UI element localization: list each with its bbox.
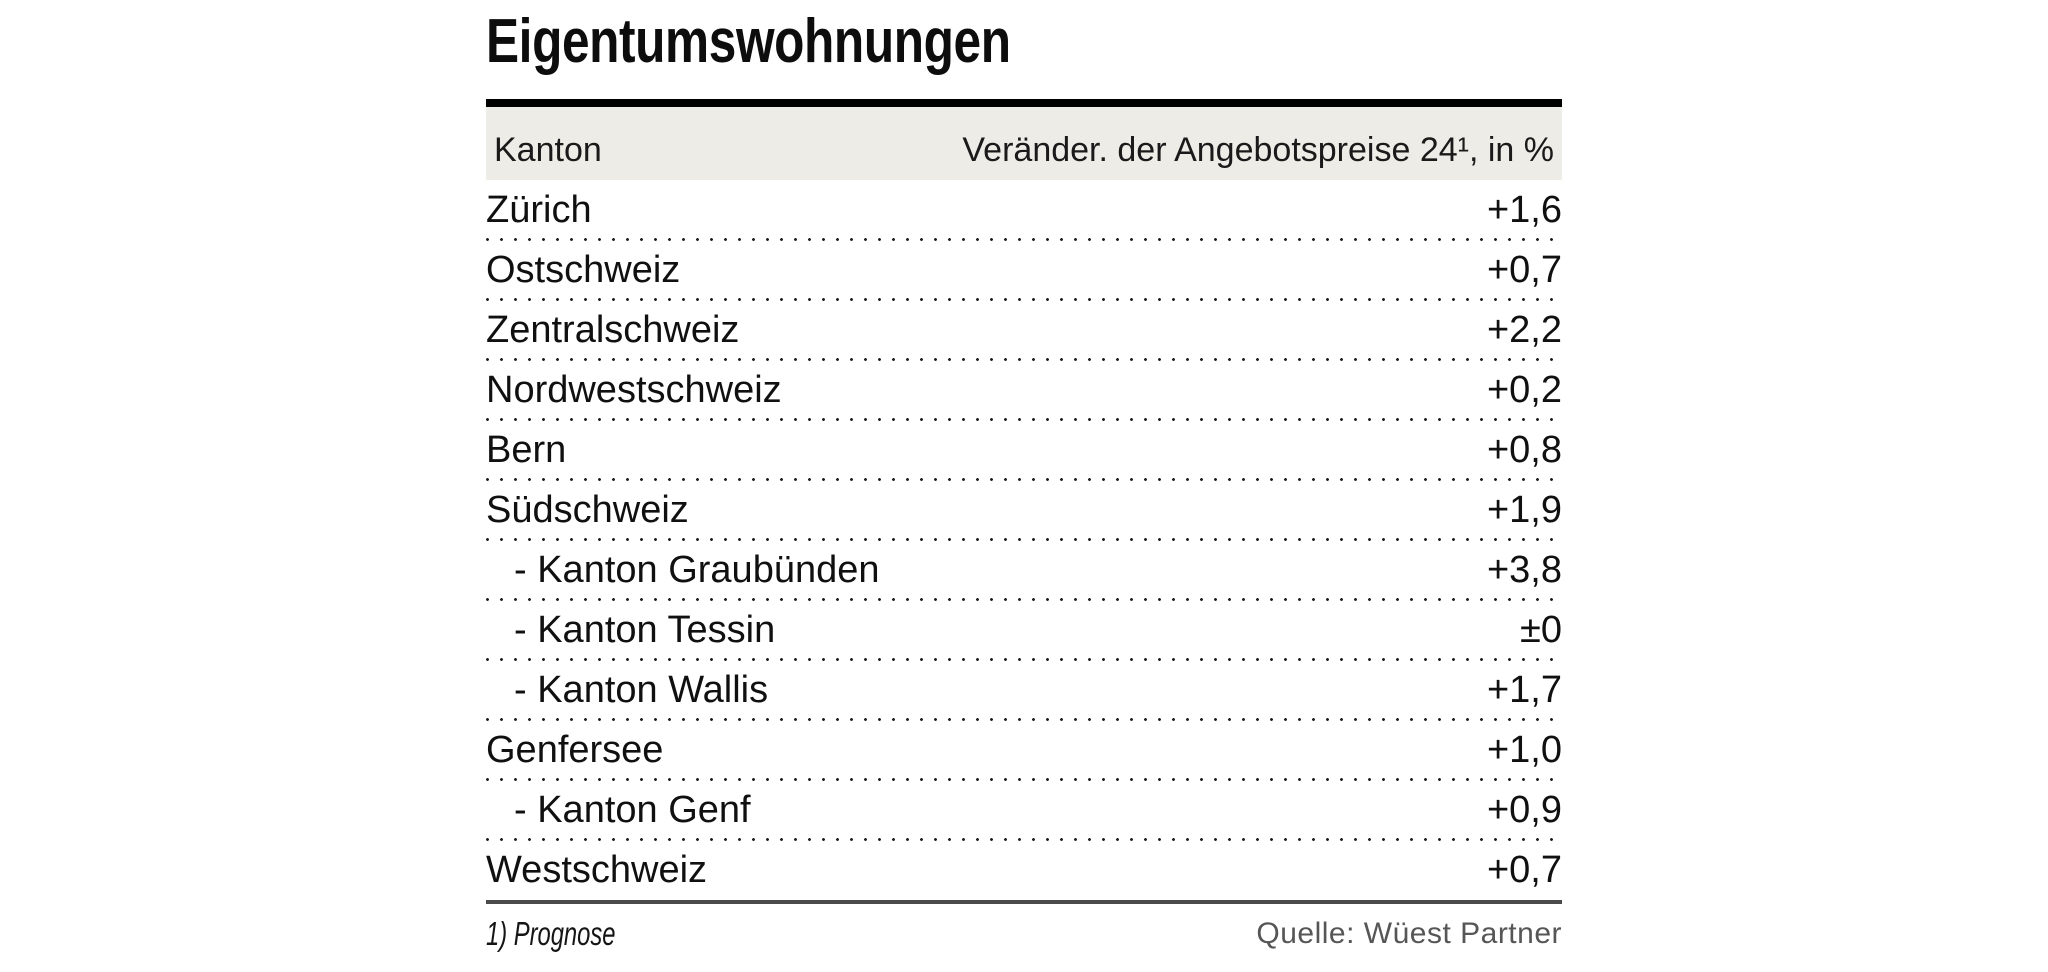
row-region-label: Genfersee bbox=[486, 728, 664, 771]
row-change-value: +0,7 bbox=[1486, 248, 1562, 291]
source-credit: Quelle: Wüest Partner bbox=[1256, 917, 1562, 950]
row-change-value: +0,8 bbox=[1486, 428, 1562, 471]
table-row: Südschweiz +1,9 bbox=[486, 480, 1562, 541]
row-change-value: +2,2 bbox=[1486, 308, 1562, 351]
table-footer: 1) Prognose Quelle: Wüest Partner bbox=[486, 908, 1562, 960]
table-row: Zentralschweiz +2,2 bbox=[486, 300, 1562, 361]
table-row: Genfersee +1,0 bbox=[486, 720, 1562, 781]
row-change-value: +1,0 bbox=[1486, 728, 1562, 771]
row-region-label: Westschweiz bbox=[486, 848, 708, 891]
row-change-value: ±0 bbox=[1520, 608, 1562, 651]
row-change-value: +0,7 bbox=[1486, 848, 1562, 891]
table-panel: Eigentumswohnungen Kanton Veränder. der … bbox=[486, 0, 1562, 972]
table-row: Nordwestschweiz +0,2 bbox=[486, 360, 1562, 421]
row-change-value: +1,9 bbox=[1486, 488, 1562, 531]
table-row: Zürich +1,6 bbox=[486, 180, 1562, 241]
row-change-value: +1,6 bbox=[1486, 188, 1562, 231]
column-header-kanton: Kanton bbox=[494, 131, 602, 169]
page-title: Eigentumswohnungen bbox=[486, 7, 1011, 76]
row-region-label: Ostschweiz bbox=[486, 248, 681, 291]
table-header-row: Kanton Veränder. der Angebotspreise 24¹,… bbox=[486, 107, 1562, 180]
row-region-label: - Kanton Genf bbox=[514, 788, 751, 831]
title-rule bbox=[486, 99, 1562, 107]
row-region-label: - Kanton Graubünden bbox=[514, 548, 880, 591]
table-row: Ostschweiz +0,7 bbox=[486, 240, 1562, 301]
table-row: Bern +0,8 bbox=[486, 420, 1562, 481]
row-change-value: +0,9 bbox=[1486, 788, 1562, 831]
table-row: - Kanton Tessin ±0 bbox=[486, 600, 1562, 661]
row-region-label: - Kanton Wallis bbox=[514, 668, 769, 711]
table-row: - Kanton Genf +0,9 bbox=[486, 780, 1562, 841]
row-region-label: Nordwestschweiz bbox=[486, 368, 782, 411]
table-row: Westschweiz +0,7 bbox=[486, 840, 1562, 900]
table-body: Zürich +1,6 Ostschweiz +0,7 Zentralschwe… bbox=[486, 180, 1562, 900]
row-region-label: - Kanton Tessin bbox=[514, 608, 776, 651]
row-change-value: +3,8 bbox=[1486, 548, 1562, 591]
table-bottom-rule bbox=[486, 900, 1562, 904]
row-change-value: +1,7 bbox=[1486, 668, 1562, 711]
row-region-label: Bern bbox=[486, 428, 567, 471]
row-region-label: Zentralschweiz bbox=[486, 308, 740, 351]
footnote: 1) Prognose bbox=[486, 915, 616, 952]
row-region-label: Südschweiz bbox=[486, 488, 689, 531]
row-change-value: +0,2 bbox=[1486, 368, 1562, 411]
column-header-change: Veränder. der Angebotspreise 24¹, in % bbox=[962, 131, 1554, 169]
table-row: - Kanton Wallis +1,7 bbox=[486, 660, 1562, 721]
table-row: - Kanton Graubünden +3,8 bbox=[486, 540, 1562, 601]
row-region-label: Zürich bbox=[486, 188, 592, 231]
